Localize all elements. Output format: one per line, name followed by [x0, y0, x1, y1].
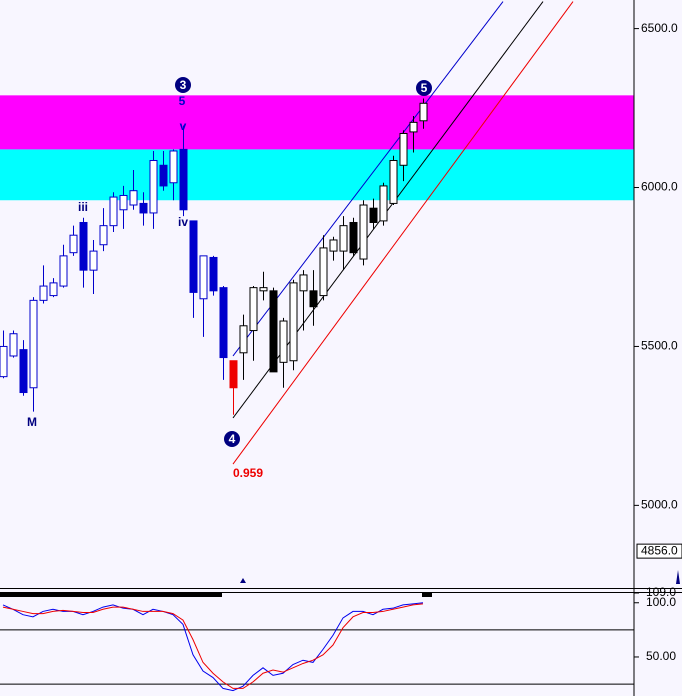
candle-body — [239, 325, 248, 354]
candle-body — [9, 333, 18, 357]
candle-body — [259, 287, 268, 292]
candle-body — [319, 247, 328, 297]
annotation: iv — [178, 215, 188, 229]
candle-body — [149, 160, 158, 214]
candle-body — [69, 234, 78, 254]
oscillator-line — [2, 603, 424, 689]
candle-body — [139, 202, 148, 214]
oscillator-line — [2, 602, 424, 692]
channel-line — [232, 1, 504, 357]
candle-body — [369, 207, 378, 223]
oscillator-panel — [0, 602, 634, 692]
candle-body — [159, 164, 168, 187]
marker — [240, 578, 246, 583]
wave-marker — [224, 431, 240, 447]
candle-body — [339, 225, 348, 252]
candle-body — [229, 360, 238, 389]
annotation: 0.959 — [233, 466, 263, 480]
price-panel: 3 5 v iii iv M 4 0.959 5 — [0, 1, 634, 480]
annotation: M — [27, 415, 37, 429]
candle-body — [269, 290, 278, 373]
candle-body — [189, 220, 198, 293]
candle-body — [49, 282, 58, 297]
candle-body — [379, 185, 388, 222]
price-axis: 5000.05500.06000.06500.04856.0109.0100.0… — [634, 21, 682, 663]
status-bar — [0, 593, 222, 597]
marker — [676, 570, 680, 584]
y-tick-label: 100.0 — [646, 595, 676, 609]
candle-body — [199, 255, 208, 300]
candle-body — [89, 250, 98, 271]
candle-body — [299, 274, 308, 292]
candle-body — [419, 102, 428, 122]
candle-body — [129, 190, 138, 206]
candle-body — [179, 148, 188, 211]
candle-body — [309, 290, 318, 308]
last-price-box — [636, 543, 682, 559]
candle-body — [29, 299, 38, 389]
last-price-label: 4856.0 — [641, 543, 678, 557]
candle-body — [349, 221, 358, 254]
candle-body — [109, 196, 118, 227]
y-tick-label: 6000.0 — [641, 180, 678, 194]
candle-body — [99, 225, 108, 246]
y-tick-label: 6500.0 — [641, 21, 678, 35]
candle-body — [329, 239, 338, 252]
y-tick-label: 50.00 — [646, 649, 676, 663]
candle-body — [249, 287, 258, 332]
annotation: 5 — [421, 81, 428, 95]
candle-body — [169, 150, 178, 184]
candle-body — [59, 255, 68, 287]
candle-body — [279, 320, 288, 363]
status-bar — [422, 593, 432, 597]
candle-body — [289, 282, 298, 362]
wave-marker — [175, 77, 191, 93]
zone — [0, 95, 634, 150]
candle-body — [389, 160, 398, 204]
candle-body — [39, 285, 48, 301]
candle-body — [119, 194, 128, 211]
annotation: 4 — [229, 432, 236, 446]
candle-body — [409, 121, 418, 133]
candle-body — [19, 349, 28, 394]
annotation: iii — [78, 200, 88, 214]
annotation: 3 — [180, 78, 187, 92]
candle-body — [399, 132, 408, 166]
candle-body — [79, 221, 88, 271]
candle-body — [359, 204, 368, 260]
candle-body — [0, 345, 8, 378]
wave-marker — [416, 80, 432, 96]
annotation: v — [180, 119, 187, 133]
y-tick-label: 5500.0 — [641, 339, 678, 353]
candle-body — [209, 256, 218, 292]
zone — [0, 149, 634, 201]
y-tick-label: 5000.0 — [641, 498, 678, 512]
channel-line — [232, 1, 574, 465]
candle-body — [219, 287, 228, 359]
annotation: 5 — [179, 94, 186, 108]
